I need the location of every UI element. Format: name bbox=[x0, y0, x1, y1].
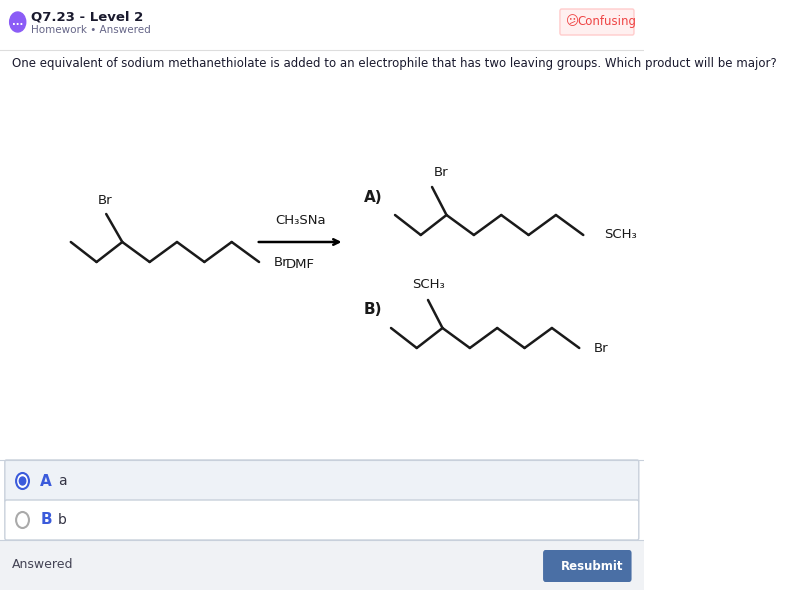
Circle shape bbox=[16, 473, 29, 489]
Text: Br: Br bbox=[98, 194, 112, 206]
Text: CH₃SNa: CH₃SNa bbox=[274, 214, 326, 227]
Text: Answered: Answered bbox=[12, 559, 74, 572]
Text: SCH₃: SCH₃ bbox=[412, 277, 444, 290]
FancyBboxPatch shape bbox=[560, 9, 634, 35]
Text: ...: ... bbox=[12, 17, 23, 27]
Circle shape bbox=[10, 12, 26, 32]
Text: One equivalent of sodium methanethiolate is added to an electrophile that has tw: One equivalent of sodium methanethiolate… bbox=[12, 57, 777, 70]
Text: a: a bbox=[58, 474, 66, 488]
Text: Br: Br bbox=[594, 342, 608, 355]
Text: DMF: DMF bbox=[286, 257, 314, 270]
Text: A: A bbox=[40, 474, 52, 489]
Text: 😕: 😕 bbox=[566, 15, 579, 28]
Text: b: b bbox=[58, 513, 67, 527]
Text: Homework • Answered: Homework • Answered bbox=[30, 25, 150, 35]
FancyBboxPatch shape bbox=[543, 550, 631, 582]
Text: Br: Br bbox=[274, 255, 288, 268]
Text: Q7.23 - Level 2: Q7.23 - Level 2 bbox=[30, 11, 143, 24]
Text: B): B) bbox=[364, 303, 382, 317]
Text: Br: Br bbox=[434, 166, 448, 179]
Circle shape bbox=[16, 512, 29, 528]
Text: Resubmit: Resubmit bbox=[561, 559, 623, 572]
Text: Confusing: Confusing bbox=[578, 15, 637, 28]
FancyBboxPatch shape bbox=[0, 540, 644, 590]
Text: B: B bbox=[40, 513, 52, 527]
FancyBboxPatch shape bbox=[5, 500, 638, 540]
FancyBboxPatch shape bbox=[0, 0, 644, 50]
Text: A): A) bbox=[364, 191, 382, 205]
FancyBboxPatch shape bbox=[5, 460, 638, 502]
Circle shape bbox=[19, 477, 26, 485]
Text: SCH₃: SCH₃ bbox=[604, 228, 637, 241]
